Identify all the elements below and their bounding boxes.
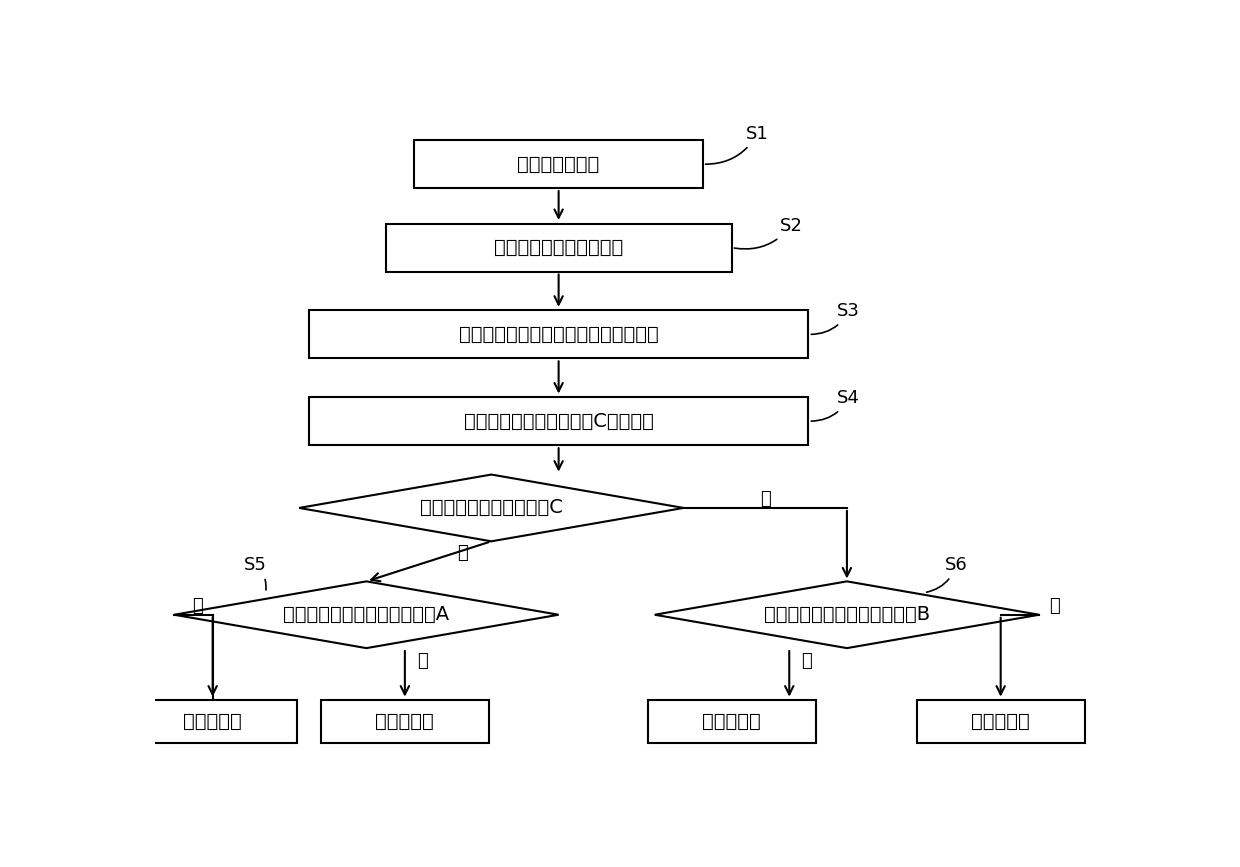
Bar (129, 700, 296, 743)
Text: 制动灯点亮: 制动灯点亮 (376, 712, 434, 731)
Bar (309, 310, 808, 358)
Text: 计算各轮加速度: 计算各轮加速度 (517, 154, 600, 173)
Text: S4: S4 (811, 389, 861, 421)
Bar (414, 140, 703, 188)
Text: 车辆当前加速度是否大于阙值A: 车辆当前加速度是否大于阙值A (284, 605, 449, 624)
Bar (916, 700, 1085, 743)
Text: 否: 否 (1049, 597, 1060, 615)
Text: 最大值是否大于方差阙值C: 最大值是否大于方差阙值C (420, 499, 563, 518)
Text: 计算各轮加速度的方差值: 计算各轮加速度的方差值 (494, 238, 624, 257)
Text: S3: S3 (811, 303, 861, 335)
Text: S1: S1 (706, 125, 769, 164)
Polygon shape (174, 582, 559, 649)
Text: 是: 是 (417, 653, 428, 670)
Polygon shape (655, 582, 1039, 649)
Text: 车辆当前加速度是否大于阙值B: 车辆当前加速度是否大于阙值B (764, 605, 930, 624)
Polygon shape (299, 474, 683, 541)
Text: 否: 否 (760, 490, 770, 508)
Bar (647, 700, 816, 743)
Text: 是: 是 (458, 544, 467, 562)
Bar (321, 700, 489, 743)
Bar (386, 224, 732, 271)
Text: 是: 是 (801, 653, 812, 670)
Text: 制动灯息灯: 制动灯息灯 (184, 712, 242, 731)
Text: 取所述各轮加速度的方差之中的最大值: 取所述各轮加速度的方差之中的最大值 (459, 325, 658, 344)
Text: S5: S5 (243, 556, 267, 590)
Text: S2: S2 (734, 217, 802, 249)
Text: 制动灯息灯: 制动灯息灯 (971, 712, 1030, 731)
Text: 最大值与加速度方差阙值C进行比较: 最大值与加速度方差阙值C进行比较 (464, 412, 653, 431)
Text: 制动灯点亮: 制动灯点亮 (702, 712, 761, 731)
Text: S6: S6 (926, 556, 967, 592)
Bar (309, 397, 808, 445)
Text: 否: 否 (192, 597, 202, 615)
